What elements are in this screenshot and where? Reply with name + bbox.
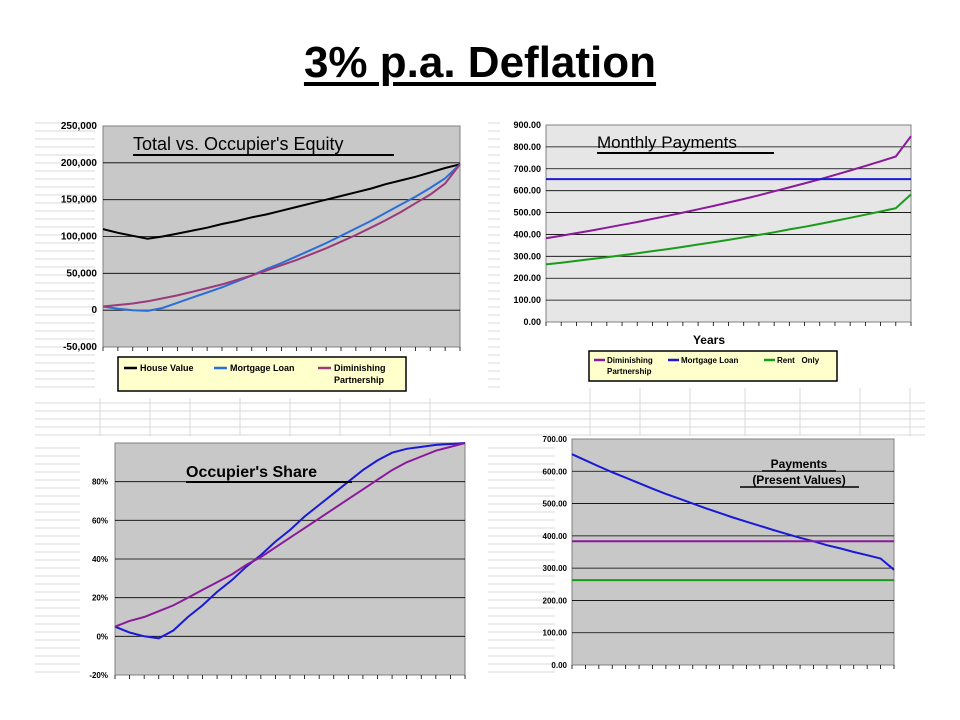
y-tick-label: 200.00	[543, 596, 568, 605]
series-line	[571, 453, 895, 571]
series-line	[102, 163, 461, 240]
share-chart-title: Occupier's Share	[186, 464, 317, 481]
y-tick-label: -20%	[89, 671, 108, 680]
y-tick-label: 100.00	[543, 629, 568, 638]
y-tick-label: 60%	[92, 516, 108, 525]
series-line	[114, 442, 466, 628]
series-line	[114, 442, 466, 640]
page-title: 3% p.a. Deflation	[303, 38, 657, 87]
equity-gridlines	[103, 162, 460, 311]
y-tick-label: 200.00	[513, 273, 541, 283]
pv-plot-area	[571, 438, 895, 666]
y-tick-label: 500.00	[513, 208, 541, 218]
y-tick-label: 50,000	[66, 268, 97, 279]
monthly-y-ticks: 0.00 100.00 200.00 300.00 400.00 500.00 600.00…	[513, 120, 912, 327]
legend-label-rent: Rent Only	[777, 356, 820, 365]
legend-label-mortgage-loan: Mortgage Loan	[230, 363, 295, 373]
equity-chart: -50,000 0 50,000 100,000 150,000 200,000 250,0…	[61, 121, 461, 392]
occupier-share-chart: -20% 0% 20% 40% 60% 80% Occupier's Share	[89, 442, 466, 680]
present-values-chart: 0.00 100.00 200.00 300.00 400.00 500.00 600.00…	[543, 435, 895, 670]
y-tick-label: 150,000	[61, 195, 98, 206]
y-tick-label: 900.00	[513, 120, 541, 130]
legend-label-partnership: Partnership	[334, 375, 385, 385]
y-tick-label: 0%	[96, 632, 108, 641]
y-tick-label: 500.00	[543, 500, 568, 509]
legend-label-house-value: House Value	[140, 363, 194, 373]
monthly-gridlines	[546, 146, 911, 301]
equity-y-ticks: -50,000 0 50,000 100,000 150,000 200,000 250,0…	[61, 121, 461, 353]
monthly-legend-box	[588, 350, 838, 382]
monthly-chart-title: Monthly Payments	[597, 133, 737, 152]
series-line	[102, 163, 461, 312]
y-tick-label: 250,000	[61, 121, 98, 132]
y-tick-label: 600.00	[543, 467, 568, 476]
y-tick-label: 300.00	[543, 564, 568, 573]
y-tick-label: 700.00	[513, 164, 541, 174]
y-tick-label: 80%	[92, 478, 108, 487]
pv-chart-subtitle: (Present Values)	[752, 473, 845, 487]
y-tick-label: -50,000	[63, 342, 97, 353]
legend-label-dp-diminishing: Diminishing	[607, 356, 653, 365]
y-tick-label: 40%	[92, 555, 108, 564]
share-y-ticks: -20% 0% 20% 40% 60% 80%	[89, 478, 466, 680]
y-tick-label: 300.00	[513, 251, 541, 261]
y-tick-label: 0	[91, 305, 97, 316]
y-tick-label: 20%	[92, 594, 108, 603]
legend-label-dp-partnership: Partnership	[607, 367, 652, 376]
y-tick-label: 0.00	[551, 661, 567, 670]
y-tick-label: 700.00	[543, 435, 568, 444]
pv-gridlines	[572, 470, 894, 634]
legend-label-mortgage: Mortgage Loan	[681, 356, 738, 365]
spreadsheet-gridlines	[35, 122, 925, 673]
y-tick-label: 200,000	[61, 158, 98, 169]
legend-label-diminishing: Diminishing	[334, 363, 386, 373]
y-tick-label: 100,000	[61, 232, 98, 243]
y-tick-label: 100.00	[513, 295, 541, 305]
monthly-series-lines	[545, 135, 912, 266]
y-tick-label: 600.00	[513, 186, 541, 196]
series-line	[545, 193, 912, 266]
pv-series-lines	[571, 453, 895, 582]
pv-chart-title: Payments	[771, 457, 828, 471]
equity-series-lines	[102, 163, 461, 312]
monthly-payments-chart: 0.00 100.00 200.00 300.00 400.00 500.00 600.00…	[513, 120, 912, 382]
equity-chart-title: Total vs. Occupier's Equity	[133, 134, 344, 154]
y-tick-label: 400.00	[513, 229, 541, 239]
share-series-lines	[114, 442, 466, 640]
series-line	[545, 135, 912, 240]
series-line	[102, 163, 461, 308]
pv-y-ticks: 0.00 100.00 200.00 300.00 400.00 500.00 600.00…	[543, 435, 895, 670]
monthly-plot-area	[545, 124, 912, 323]
y-tick-label: 800.00	[513, 142, 541, 152]
equity-legend-box	[117, 356, 407, 392]
monthly-x-axis-label: Years	[693, 333, 725, 347]
y-tick-label: 400.00	[543, 532, 568, 541]
y-tick-label: 0.00	[523, 317, 541, 327]
